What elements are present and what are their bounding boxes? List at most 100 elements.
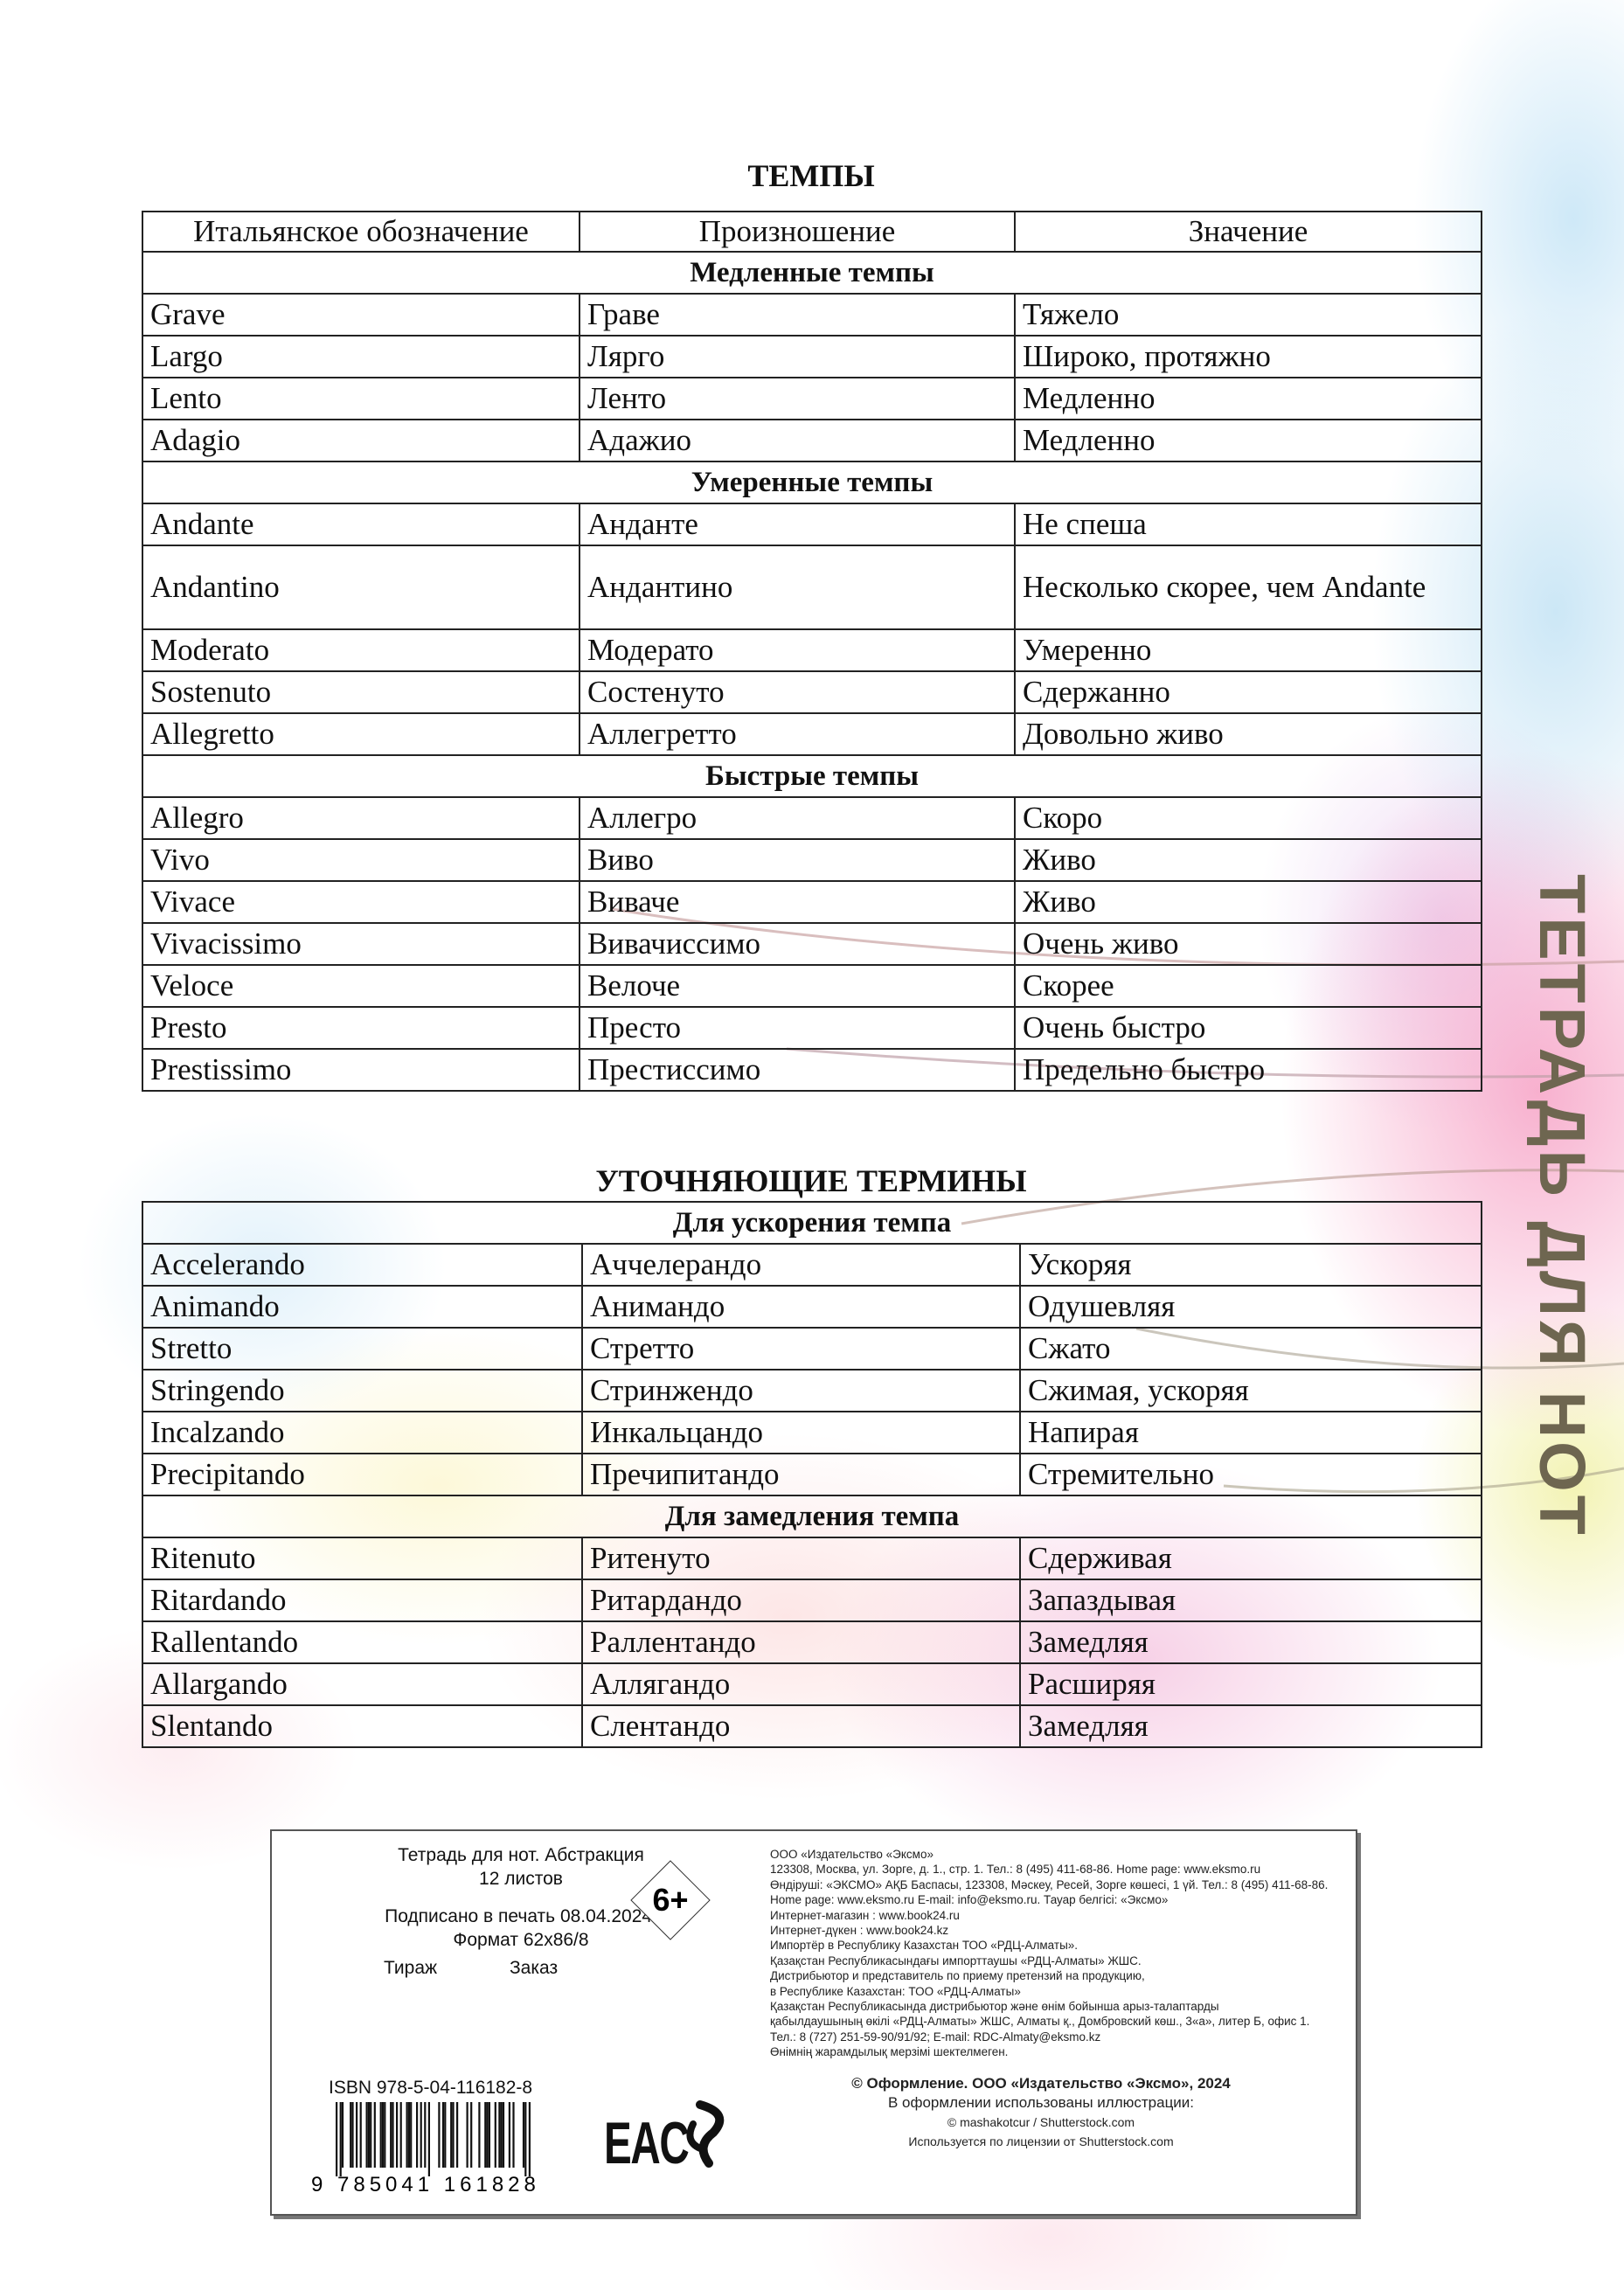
pronunciation: Престо	[579, 1006, 1016, 1050]
column-header: Значение	[1014, 211, 1482, 253]
italian-term: Accelerando	[142, 1243, 583, 1287]
pronunciation: Вивачиссимо	[579, 922, 1016, 966]
meaning: Широко, протяжно	[1014, 335, 1482, 378]
meaning: Предельно быстро	[1014, 1048, 1482, 1092]
pronunciation: Престиссимо	[579, 1048, 1016, 1092]
italian-term: Adagio	[142, 419, 580, 462]
pronunciation: Раллентандо	[581, 1620, 1021, 1664]
pronunciation: Состенуто	[579, 670, 1016, 714]
table-row: Allargando Аллягандо Расширяя	[142, 1662, 1482, 1706]
publisher-line: Дистрибьютор и представитель по приему п…	[770, 1969, 1145, 1983]
meaning: Медленно	[1014, 419, 1482, 462]
barcode-bar	[351, 2102, 354, 2168]
pronunciation: Стринжендо	[581, 1369, 1021, 1412]
italian-term: Vivo	[142, 838, 580, 882]
meaning: Не спеша	[1014, 503, 1482, 546]
table-row: Prestissimo Престиссимо Предельно быстро	[142, 1048, 1482, 1092]
pronunciation: Аллегретто	[579, 712, 1016, 756]
table-row: Accelerando Аччелерандо Ускоряя	[142, 1243, 1482, 1287]
barcode-bar	[407, 2102, 410, 2168]
barcode-bar	[350, 2102, 352, 2168]
barcode-bar	[379, 2102, 382, 2168]
pronunciation: Модерато	[579, 628, 1016, 672]
barcode-bar	[399, 2102, 402, 2168]
table-row: Ritenuto Ритенуто Сдерживая	[142, 1537, 1482, 1580]
barcode-bar	[373, 2102, 376, 2168]
table-row: Vivo Виво Живо	[142, 838, 1482, 882]
italian-term: Stringendo	[142, 1369, 583, 1412]
publisher-line: ООО «Издательство «Эксмо»	[770, 1848, 933, 1861]
table-row: Vivacissimo Вивачиссимо Очень живо	[142, 922, 1482, 966]
barcode-bar	[470, 2102, 473, 2168]
barcode-bar	[494, 2102, 496, 2168]
meaning: Замедляя	[1019, 1620, 1482, 1664]
publisher-info: ООО «Издательство «Эксмо» 123308, Москва,…	[770, 1847, 1328, 2060]
barcode-bar	[452, 2102, 455, 2168]
table-row: Rallentando Раллентандо Замедляя	[142, 1620, 1482, 1664]
table-row: Presto Престо Очень быстро	[142, 1006, 1482, 1050]
imprint-box: Тетрадь для нот. Абстракция 12 листов По…	[270, 1829, 1357, 2216]
publisher-line: 123308, Москва, ул. Зорге, д. 1., стр. 1…	[770, 1863, 1261, 1877]
print-run-label: Тираж	[384, 1958, 438, 1978]
meaning: Сдержанно	[1014, 670, 1482, 714]
section-row: Для замедления темпа	[142, 1495, 1482, 1538]
meaning: Запаздывая	[1019, 1579, 1482, 1622]
italian-term: Slentando	[142, 1704, 583, 1748]
meaning: Живо	[1014, 880, 1482, 924]
barcode-bar	[356, 2102, 358, 2168]
pronunciation: Ритенуто	[581, 1537, 1021, 1580]
section-heading: Для замедления темпа	[142, 1495, 1482, 1538]
barcode-bar	[365, 2102, 368, 2168]
publisher-line: Қазақстан Республикасындағы импорттаушы …	[770, 1953, 1142, 1967]
signed-date: Подписано в печать 08.04.2024.	[385, 1906, 657, 1926]
meaning: Напирая	[1019, 1411, 1482, 1454]
meaning: Ускоряя	[1019, 1243, 1482, 1287]
barcode-bar	[524, 2102, 527, 2176]
pronunciation: Адажио	[579, 419, 1016, 462]
italian-term: Vivace	[142, 880, 580, 924]
eac-mark: EAC	[604, 2110, 690, 2176]
barcode-bar	[416, 2102, 419, 2168]
table-row: Andantino Андантино Несколько скорее, чем …	[142, 545, 1482, 630]
publisher-line: Home page: www.eksmo.ru E-mail: info@eks…	[770, 1893, 1169, 1907]
barcode-bar	[441, 2102, 445, 2168]
meaning: Очень быстро	[1014, 1006, 1482, 1050]
barcode-bar	[359, 2102, 362, 2168]
barcode-bar	[512, 2102, 515, 2168]
table-row: Lento Ленто Медленно	[142, 377, 1482, 420]
italian-term: Rallentando	[142, 1620, 583, 1664]
barcode-bar	[502, 2102, 505, 2168]
italian-term: Andantino	[142, 545, 580, 630]
eksmo-logo-icon	[686, 2100, 725, 2168]
barcode-bar	[444, 2102, 447, 2168]
meaning: Медленно	[1014, 377, 1482, 420]
meaning: Очень живо	[1014, 922, 1482, 966]
tempos-title: ТЕМПЫ	[747, 158, 875, 193]
barcode-bar	[424, 2102, 427, 2168]
publisher-line: Өндіруші: «ЭКСМО» АҚБ Баспасы, 123308, М…	[770, 1877, 1329, 1891]
pronunciation: Граве	[579, 293, 1016, 337]
pronunciation: Аллягандо	[581, 1662, 1021, 1706]
barcode-bar	[410, 2102, 413, 2168]
publisher-line: Интернет-магазин : www.book24.ru	[770, 1908, 960, 1922]
italian-term: Veloce	[142, 964, 580, 1008]
italian-term: Precipitando	[142, 1453, 583, 1496]
barcode-bar	[381, 2102, 385, 2168]
barcode-bar	[456, 2102, 459, 2168]
barcode-bar	[384, 2102, 386, 2168]
barcode-bar	[466, 2102, 468, 2168]
italian-term: Allargando	[142, 1662, 583, 1706]
credit-illustrations: В оформлении использованы иллюстрации:	[887, 2094, 1195, 2111]
publisher-line: қабылдаушының өкілі «РДЦ-Алматы» ЖШС, Ал…	[770, 2015, 1310, 2029]
italian-term: Andante	[142, 503, 580, 546]
meaning: Стремительно	[1019, 1453, 1482, 1496]
barcode-bar	[528, 2102, 531, 2176]
pronunciation: Инкальцандо	[581, 1411, 1021, 1454]
meaning: Сдерживая	[1019, 1537, 1482, 1580]
table-row: Veloce Велоче Скорее	[142, 964, 1482, 1008]
column-header: Произношение	[579, 211, 1016, 253]
section-row: Быстрые темпы	[142, 754, 1482, 798]
barcode-bar	[478, 2102, 481, 2168]
terms-table: Для ускорения темпа Accelerando Аччелеранд…	[142, 1201, 1482, 1748]
table-row: Moderato Модерато Умеренно	[142, 628, 1482, 672]
